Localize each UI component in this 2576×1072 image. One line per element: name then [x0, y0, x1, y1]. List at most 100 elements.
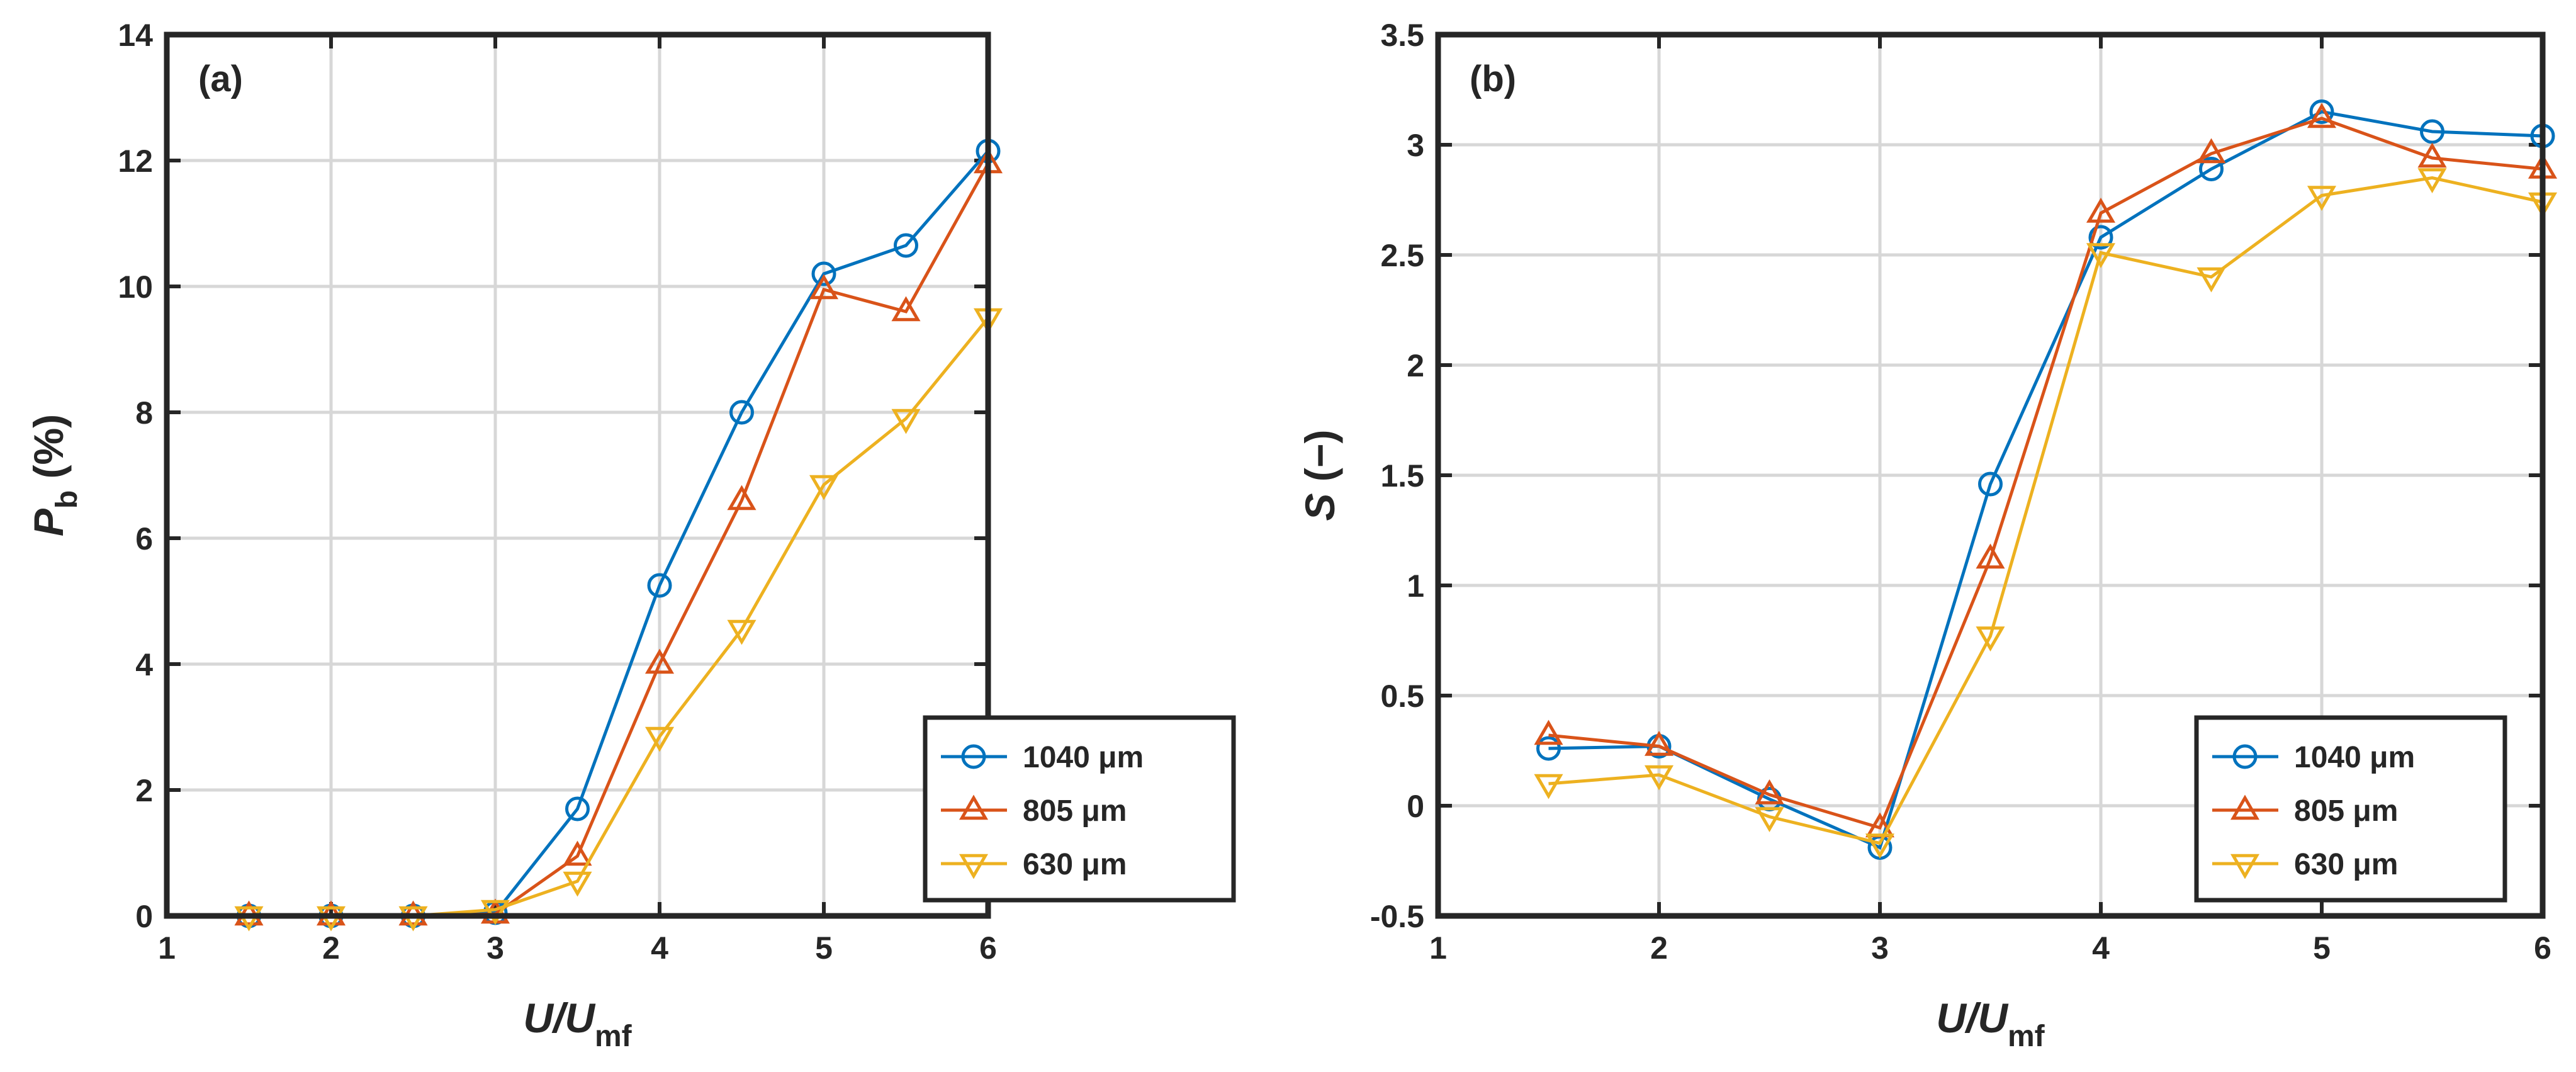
- y-tick-label: 14: [118, 18, 153, 53]
- legend-label: 805 μm: [2294, 794, 2398, 828]
- data-point: [1755, 779, 1784, 804]
- data-point: [891, 409, 921, 434]
- x-tick-label: 3: [487, 930, 504, 966]
- x-tick-label: 1: [158, 930, 176, 966]
- data-point: [1978, 471, 2003, 497]
- y-tick-label: 2: [135, 773, 153, 808]
- y-tick-label: 1.5: [1380, 458, 1424, 494]
- plot-area: [167, 35, 988, 916]
- data-point: [563, 840, 592, 866]
- data-point: [1534, 719, 1563, 745]
- y-tick-label: 2: [1407, 348, 1424, 383]
- data-point: [1534, 774, 1563, 799]
- y-tick-label: 0: [1407, 789, 1424, 824]
- legend-label: 1040 μm: [2294, 741, 2415, 774]
- data-point: [729, 400, 754, 425]
- data-point: [2420, 119, 2444, 144]
- legend-label: 1040 μm: [1023, 741, 1144, 774]
- legend-item: 630 μm: [2212, 848, 2398, 881]
- legend-item: 1040 μm: [2212, 741, 2415, 774]
- x-tick-label: 5: [815, 930, 833, 966]
- data-point: [2417, 142, 2447, 168]
- legend-item: 630 μm: [941, 848, 1127, 881]
- data-point: [1976, 543, 2005, 569]
- legend: 1040 μm 805 μm 630 μm: [2194, 715, 2507, 903]
- legend-marker: [959, 794, 989, 820]
- y-tick-label: 10: [118, 269, 153, 305]
- y-tick-label: 4: [135, 647, 153, 682]
- data-point: [1976, 626, 2005, 652]
- axes-frame: [164, 31, 991, 919]
- data-point: [811, 261, 836, 286]
- x-tick-label: 3: [1871, 930, 1889, 966]
- data-point: [891, 296, 921, 322]
- data-point: [1644, 765, 1674, 791]
- data-point: [480, 900, 510, 925]
- axes-frame: [1435, 31, 2546, 919]
- x-tick-label: 5: [2313, 930, 2331, 966]
- legend: 1040 μm 805 μm 630 μm: [923, 715, 1236, 903]
- data-point: [809, 274, 839, 300]
- data-point: [2307, 103, 2337, 128]
- y-axis-label: S (−): [1296, 430, 1343, 521]
- data-point: [644, 648, 675, 674]
- y-tick-label: 0.5: [1380, 679, 1424, 714]
- data-point: [809, 475, 839, 500]
- legend-label: 805 μm: [1023, 794, 1127, 828]
- data-point: [2196, 267, 2226, 293]
- y-tick-label: 8: [135, 395, 153, 431]
- panel-label: (b): [1470, 59, 1516, 99]
- y-tick-label: 1: [1407, 568, 1424, 604]
- y-tick-label: -0.5: [1370, 899, 1424, 934]
- legend-marker: [2232, 744, 2258, 769]
- data-point: [565, 796, 590, 821]
- x-tick-label: 6: [2534, 930, 2551, 966]
- legend-marker: [961, 744, 986, 769]
- data-point: [894, 233, 918, 258]
- series-line: [1548, 110, 2543, 850]
- legend-item: 1040 μm: [941, 741, 1144, 774]
- data-point: [1865, 833, 1895, 859]
- y-tick-label: 12: [118, 144, 153, 179]
- y-axis-label: Pb (%): [25, 414, 84, 536]
- legend-label: 630 μm: [2294, 848, 2398, 881]
- data-point: [727, 485, 756, 511]
- panel-label: (a): [198, 59, 243, 99]
- x-tick-label: 6: [979, 930, 997, 966]
- data-point: [1644, 730, 1674, 756]
- legend-label: 630 μm: [1023, 848, 1127, 881]
- y-tick-label: 3: [1407, 128, 1424, 163]
- series-line: [1548, 176, 2543, 845]
- x-tick-label: 4: [2092, 930, 2110, 966]
- data-point: [2417, 168, 2447, 194]
- data-point: [2086, 243, 2116, 269]
- data-point: [1755, 807, 1784, 833]
- x-axis-label: U/Umf: [523, 995, 632, 1053]
- data-point: [2088, 225, 2113, 250]
- x-tick-label: 4: [651, 930, 668, 966]
- data-point: [2199, 157, 2224, 181]
- y-tick-label: 2.5: [1380, 238, 1424, 273]
- legend-marker: [959, 854, 989, 879]
- data-point: [644, 726, 675, 752]
- series-s630: [1534, 168, 2558, 859]
- x-tick-label: 2: [322, 930, 340, 966]
- x-axis-label: U/Umf: [1936, 995, 2045, 1053]
- legend-marker: [2230, 794, 2260, 820]
- series-line: [1548, 116, 2543, 830]
- legend-marker: [2230, 854, 2260, 879]
- data-point: [2307, 186, 2337, 212]
- data-point: [1536, 736, 1561, 761]
- data-point: [727, 619, 756, 645]
- y-tick-label: 6: [135, 521, 153, 556]
- legend-item: 805 μm: [941, 794, 1127, 828]
- panel-b: 1 2 3 4 5 6 -0.5 0 0.5 1 1.5 2 2.5 3 3.5 (b) U/Umf S (−) 1…: [1296, 18, 2558, 1053]
- data-point: [2196, 138, 2226, 164]
- x-tick-label: 2: [1650, 930, 1668, 966]
- data-point: [2086, 197, 2116, 223]
- data-point: [647, 573, 672, 598]
- data-point: [2309, 99, 2334, 124]
- data-point: [563, 871, 592, 897]
